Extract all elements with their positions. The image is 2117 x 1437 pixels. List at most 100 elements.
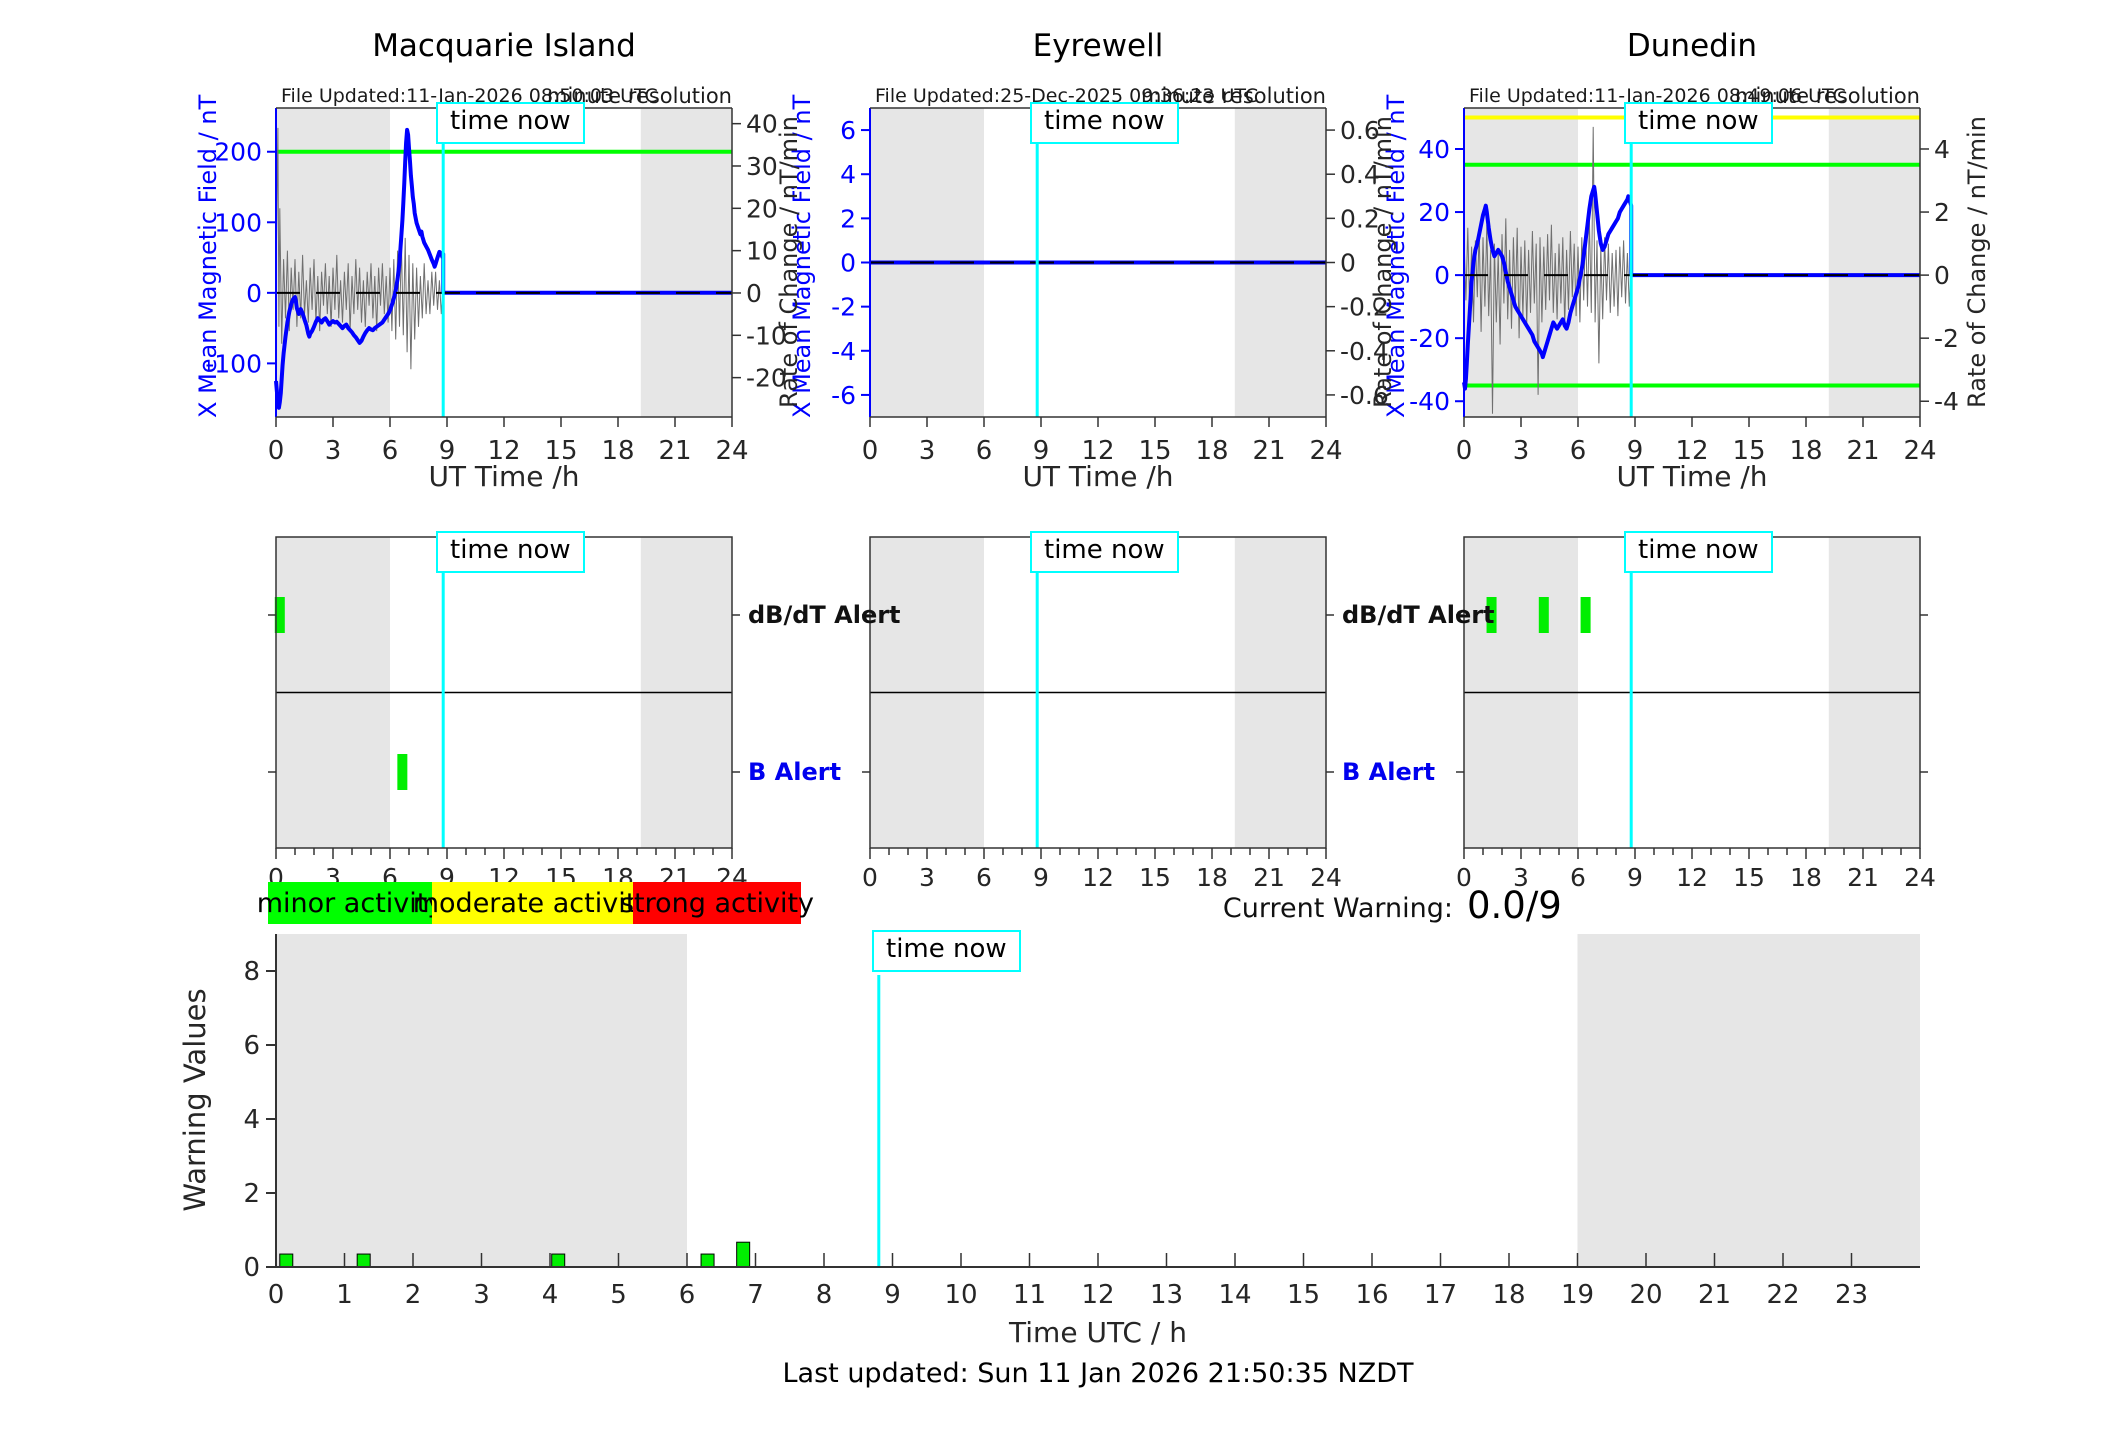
x-tick-label: 12 [1081, 1280, 1114, 1310]
left-tick-label: 6 [840, 116, 856, 145]
x-tick-label: 12 [1082, 863, 1114, 892]
xaxis-label-dunedin: UT Time /h [1616, 460, 1768, 493]
left-tick-label: 2 [840, 204, 856, 233]
dbdt-alert-bar [274, 597, 285, 633]
left-tick-label: 0 [1434, 261, 1450, 290]
x-tick-label: 18 [601, 436, 634, 466]
right-tick-label: -0.6 [1340, 381, 1389, 410]
b-alert-bar [397, 754, 408, 790]
x-tick-label: 2 [405, 1280, 422, 1310]
xaxis-label-macquarie: UT Time /h [428, 460, 580, 493]
night-shading-band [640, 108, 732, 417]
time-now-flag-mid-macquarie: time now [436, 531, 585, 573]
time-now-flag-mid-dunedin: time now [1624, 531, 1773, 573]
right-tick-label: -10 [746, 321, 787, 350]
x-tick-label: 18 [1789, 436, 1822, 466]
warning-values-axis-label: Warning Values [178, 988, 212, 1212]
x-tick-label: 24 [1309, 436, 1342, 466]
right-tick-label: 4 [1934, 135, 1950, 164]
x-tick-label: 21 [1846, 436, 1879, 466]
x-tick-label: 18 [1196, 863, 1228, 892]
x-tick-label: 15 [1733, 863, 1765, 892]
warning-value-bar [279, 1253, 294, 1268]
dbdt-alert-label-macquarie: dB/dT Alert [748, 601, 901, 629]
time-utc-axis-label: Time UTC / h [1009, 1316, 1187, 1349]
left-tick-label: -100 [205, 349, 262, 378]
x-tick-label: 17 [1424, 1280, 1457, 1310]
warning-value-bar [356, 1253, 371, 1268]
time-now-flag-top-eyrewell: time now [1030, 102, 1179, 144]
left-tick-label: 0 [840, 249, 856, 278]
x-tick-label: 1 [336, 1280, 353, 1310]
left-tick-label: 200 [214, 138, 262, 167]
x-tick-label: 24 [1310, 863, 1342, 892]
left-tick-label: -6 [831, 381, 856, 410]
x-tick-label: 18 [1195, 436, 1228, 466]
x-tick-label: 18 [1492, 1280, 1525, 1310]
x-tick-label: 9 [1627, 863, 1643, 892]
legend-strong-activity: strong activity [620, 882, 814, 924]
x-tick-label: 12 [487, 436, 520, 466]
dbdt-alert-bar [1538, 597, 1549, 633]
right-tick-label: -20 [746, 364, 787, 393]
left-tick-label: -20 [1409, 324, 1450, 353]
x-tick-label: 21 [1847, 863, 1879, 892]
station-title-macquarie: Macquarie Island [372, 28, 636, 64]
right-axis-label-macquarie: Rate of Change / nT/min [775, 116, 803, 408]
x-tick-label: 4 [542, 1280, 559, 1310]
warning-value-bar [700, 1253, 715, 1268]
right-tick-label: 30 [746, 152, 778, 181]
left-tick-label: 0 [246, 279, 262, 308]
warning-value-bar [736, 1241, 751, 1268]
x-tick-label: 0 [268, 1280, 285, 1310]
x-tick-label: 21 [658, 436, 691, 466]
right-tick-label: 0 [746, 279, 762, 308]
xaxis-label-eyrewell: UT Time /h [1022, 460, 1174, 493]
x-tick-label: 12 [1676, 863, 1708, 892]
last-updated-text: Last updated: Sun 11 Jan 2026 21:50:35 N… [782, 1358, 1414, 1389]
x-tick-label: 20 [1629, 1280, 1662, 1310]
x-tick-label: 6 [1570, 436, 1587, 466]
x-tick-label: 3 [473, 1280, 490, 1310]
right-axis-label-eyrewell: Rate of Change / nT/min [1369, 116, 1397, 408]
right-tick-label: 0.2 [1340, 204, 1380, 233]
y-tick-label: 0 [243, 1253, 260, 1283]
file-updated-eyrewell: File Updated:25-Dec-2025 09:36:23 UTC [875, 85, 1259, 107]
x-tick-label: 6 [679, 1280, 696, 1310]
x-tick-label: 15 [544, 436, 577, 466]
x-tick-label: 19 [1561, 1280, 1594, 1310]
left-axis-label-macquarie: X Mean Magnetic Field / nT [194, 94, 222, 418]
right-tick-label: 10 [746, 237, 778, 266]
left-tick-label: 20 [1418, 198, 1450, 227]
warning-value-bar [551, 1253, 566, 1268]
x-tick-label: 21 [1698, 1280, 1731, 1310]
left-tick-label: -2 [831, 293, 856, 322]
file-updated-macquarie: File Updated:11-Jan-2026 08:50:03 UTC [281, 85, 658, 107]
x-tick-label: 7 [747, 1280, 764, 1310]
x-tick-label: 21 [1252, 436, 1285, 466]
x-tick-label: 13 [1150, 1280, 1183, 1310]
x-tick-label: 18 [1790, 863, 1822, 892]
x-tick-label: 23 [1835, 1280, 1868, 1310]
night-shading-band [1577, 934, 1920, 1267]
x-tick-label: 9 [884, 1280, 901, 1310]
b-alert-label-eyrewell: B Alert [1342, 758, 1436, 786]
x-tick-label: 0 [1456, 863, 1472, 892]
left-tick-label: -40 [1409, 387, 1450, 416]
night-shading-band [276, 934, 687, 1267]
current-warning-label: Current Warning: [1222, 893, 1453, 924]
x-tick-label: 3 [1513, 863, 1529, 892]
station-title-dunedin: Dunedin [1626, 28, 1758, 64]
x-tick-label: 3 [919, 436, 936, 466]
x-tick-label: 5 [610, 1280, 627, 1310]
x-tick-label: 0 [862, 436, 879, 466]
right-tick-label: -4 [1934, 387, 1959, 416]
night-shading-band [276, 108, 390, 417]
x-tick-label: 24 [1903, 436, 1936, 466]
x-tick-label: 24 [1904, 863, 1936, 892]
mean-field-series [1462, 184, 1920, 391]
x-tick-label: 9 [439, 436, 456, 466]
left-tick-label: 100 [214, 208, 262, 237]
